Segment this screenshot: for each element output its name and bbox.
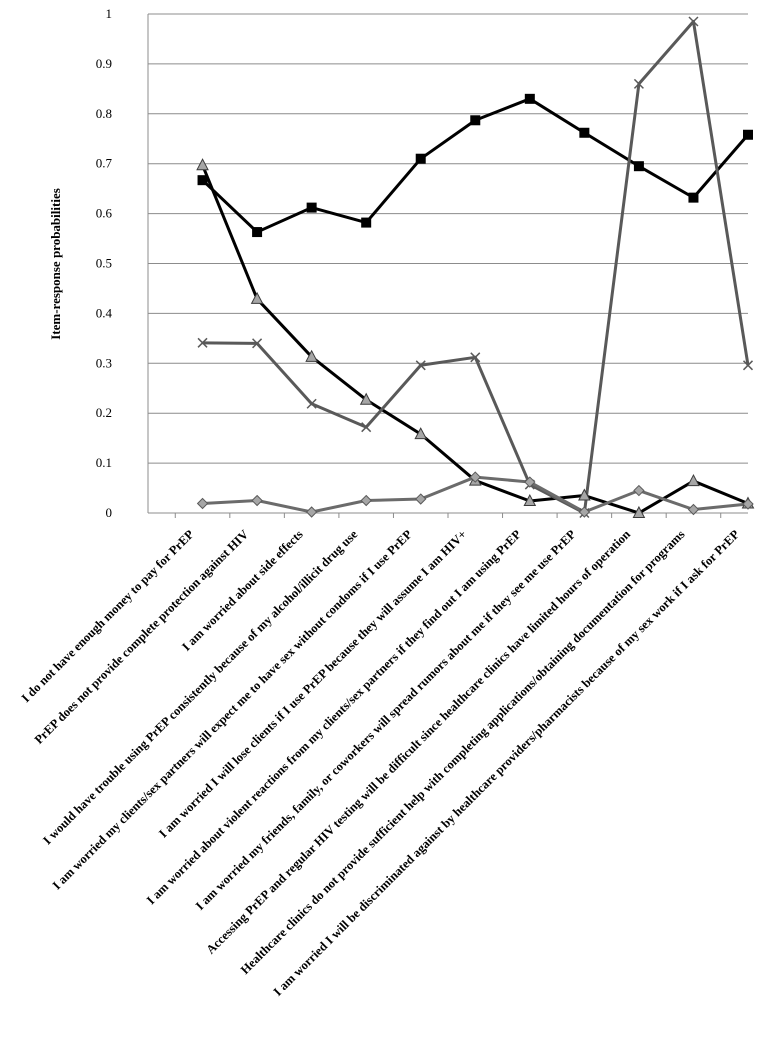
square-marker — [415, 153, 426, 164]
y-tick-label: 0.2 — [96, 405, 112, 420]
y-tick-label: 0.4 — [96, 305, 113, 320]
x-marker — [252, 338, 263, 349]
y-tick-label: 0.7 — [96, 156, 113, 171]
y-tick-label: 0.1 — [96, 455, 112, 470]
diamond-marker — [360, 494, 372, 507]
series — [201, 19, 750, 515]
y-axis-label: Item-response probabilities — [48, 188, 63, 340]
triangle-marker — [578, 488, 591, 501]
x-marker — [197, 337, 208, 348]
x-marker-stroke — [361, 422, 372, 433]
x-marker — [361, 422, 372, 433]
square-marker — [633, 161, 644, 172]
square-marker — [252, 227, 263, 238]
x-marker-stroke — [197, 337, 208, 348]
x-marker-stroke — [742, 360, 754, 371]
y-tick-label: 0.5 — [96, 256, 112, 271]
y-tick-label: 0.8 — [96, 106, 112, 121]
square-marker — [743, 129, 753, 140]
square-marker — [361, 217, 372, 228]
x-tick-label: I am worried my clients/sex partners wil… — [50, 527, 415, 892]
axes — [147, 14, 748, 518]
diamond-marker — [742, 498, 754, 510]
markers — [196, 16, 755, 519]
gridlines — [148, 13, 748, 464]
x-marker — [633, 78, 644, 89]
x-marker — [688, 16, 699, 27]
triangle-marker — [196, 158, 209, 171]
diamond-marker — [524, 476, 536, 488]
triangle-marker — [523, 493, 537, 507]
series-line-x — [202, 19, 750, 515]
square-marker — [306, 202, 317, 213]
triangle-marker — [632, 505, 646, 518]
square-marker — [470, 115, 481, 126]
x-tick-label: Accessing PrEP and regular HIV testing w… — [203, 527, 633, 957]
diamond-marker — [633, 484, 645, 497]
triangle-marker — [359, 392, 373, 405]
diamond-marker — [251, 494, 263, 507]
y-tick-label: 0.9 — [96, 56, 112, 71]
x-marker-stroke — [415, 360, 426, 371]
diamond-marker — [415, 493, 427, 505]
y-tick-label: 1 — [106, 6, 113, 21]
triangle-marker — [687, 473, 700, 487]
series-line-triangle — [201, 164, 749, 515]
square-marker — [197, 175, 208, 186]
square-marker — [524, 93, 535, 104]
x-marker — [415, 360, 426, 371]
square-marker — [579, 127, 590, 138]
diamond-marker — [469, 471, 481, 483]
x-marker-stroke — [306, 398, 317, 409]
x-marker-stroke — [688, 16, 699, 27]
x-marker-stroke — [470, 352, 481, 363]
y-tick-label: 0.6 — [96, 206, 113, 221]
x-tick-labels: I do not have enough money to pay for Pr… — [19, 527, 743, 999]
x-marker — [470, 352, 481, 363]
x-marker — [742, 360, 754, 371]
diamond-marker — [196, 497, 209, 510]
diamond-marker — [578, 506, 591, 518]
square-marker — [688, 192, 699, 203]
y-tick-label: 0.3 — [96, 355, 112, 370]
triangle-marker — [250, 291, 264, 304]
triangle-marker — [305, 349, 318, 362]
y-tick-labels: 0 0.1 0.2 0.3 0.4 0.5 0.6 0.7 0.8 0.9 1 — [96, 6, 113, 520]
x-marker-stroke — [252, 338, 263, 349]
diamond-marker — [687, 503, 700, 516]
triangle-marker — [414, 427, 428, 440]
x-marker — [306, 398, 317, 409]
x-marker-stroke — [633, 78, 644, 89]
y-tick-label: 0 — [106, 505, 113, 520]
diamond-marker — [305, 506, 318, 518]
